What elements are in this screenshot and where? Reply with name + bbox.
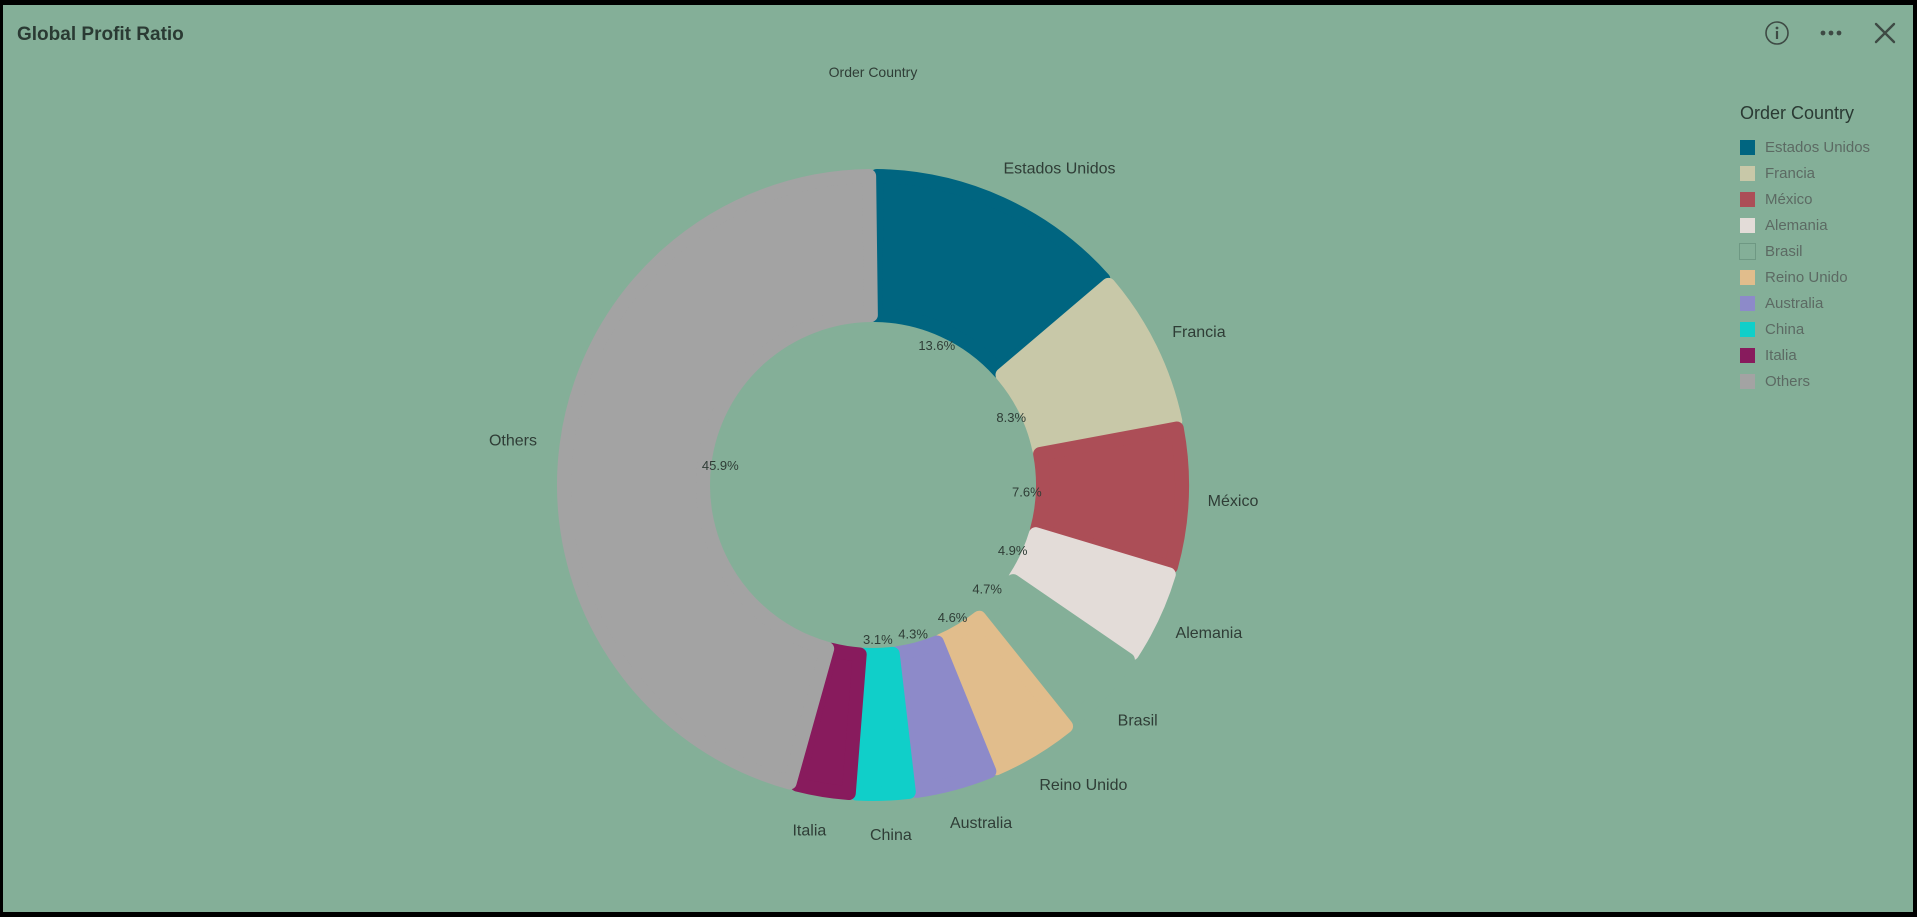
value-label-estados-unidos: 13.6%	[918, 338, 955, 353]
value-label-australia: 4.3%	[898, 627, 928, 642]
close-icon	[1874, 22, 1896, 44]
legend-label: Reino Unido	[1765, 268, 1848, 286]
donut-chart: Order Country Estados Unidos 13.6% Francia…	[489, 64, 1259, 844]
legend-swatch	[1740, 269, 1755, 285]
legend-swatch	[1740, 373, 1755, 389]
legend-label: Australia	[1765, 294, 1824, 312]
slice-label-alemania: Alemania	[1176, 625, 1243, 642]
legend-label: China	[1765, 320, 1805, 338]
slice-label-italia: Italia	[792, 822, 826, 839]
value-label-reino-unido: 4.6%	[938, 610, 968, 625]
legend-item-china[interactable]: China	[1740, 316, 1910, 342]
value-label-brasil: 4.7%	[972, 581, 1002, 596]
legend-swatch	[1740, 347, 1755, 363]
slice-label-brasil: Brasil	[1118, 712, 1158, 729]
slice-mexico[interactable]	[1029, 421, 1189, 574]
legend-item-australia[interactable]: Australia	[1740, 290, 1910, 316]
legend-swatch	[1739, 242, 1756, 260]
slice-others[interactable]	[557, 169, 878, 790]
slice-label-mexico: México	[1208, 493, 1259, 510]
legend-label: Others	[1765, 372, 1811, 390]
legend-item-reino-unido[interactable]: Reino Unido	[1740, 264, 1910, 290]
slice-label-australia: Australia	[950, 815, 1012, 832]
slice-label-francia: Francia	[1172, 324, 1225, 341]
legend-item-italia[interactable]: Italia	[1740, 342, 1910, 368]
legend-item-estados-unidos[interactable]: Estados Unidos	[1740, 134, 1910, 160]
value-label-others: 45.9%	[702, 458, 739, 473]
legend-item-francia[interactable]: Francia	[1740, 160, 1910, 186]
legend-item-alemania[interactable]: Alemania	[1740, 212, 1910, 238]
legend-label: Estados Unidos	[1765, 138, 1871, 156]
close-button[interactable]	[1867, 15, 1903, 51]
more-options-icon	[1820, 30, 1842, 36]
slice-label-estados-unidos: Estados Unidos	[1003, 160, 1115, 177]
slice-estados-unidos[interactable]	[868, 169, 1111, 379]
legend-items: Estados Unidos Francia México Alemania Brasi…	[1739, 134, 1910, 394]
legend-item-mexico[interactable]: México	[1740, 186, 1910, 212]
slice-australia[interactable]	[889, 635, 997, 798]
chart-panel: Global Profit Ratio Order Country Estado…	[3, 5, 1913, 912]
legend-swatch	[1740, 295, 1755, 311]
info-button[interactable]	[1759, 15, 1795, 51]
legend-label: Italia	[1765, 346, 1797, 364]
toolbar	[1759, 15, 1903, 51]
slice-label-reino-unido: Reino Unido	[1039, 777, 1127, 794]
chart-title: Global Profit Ratio	[17, 24, 184, 45]
more-options-button[interactable]	[1813, 15, 1849, 51]
info-icon	[1765, 21, 1789, 45]
slices-group	[557, 169, 1189, 801]
value-label-alemania: 4.9%	[998, 543, 1028, 558]
legend-swatch	[1740, 191, 1755, 207]
legend-label: Francia	[1765, 164, 1816, 182]
value-label-francia: 8.3%	[996, 410, 1026, 425]
chart-subtitle: Order Country	[829, 64, 918, 80]
value-label-china: 3.1%	[863, 632, 893, 647]
legend-swatch	[1740, 217, 1755, 233]
value-label-mexico: 7.6%	[1012, 485, 1042, 500]
legend: Order Country Estados Unidos Francia Méxic…	[1739, 103, 1910, 394]
legend-title: Order Country	[1740, 103, 1855, 123]
legend-label: Alemania	[1765, 216, 1828, 234]
labels-group: Estados Unidos 13.6% Francia 8.3% México 7.6%…	[489, 160, 1259, 844]
legend-label: México	[1765, 190, 1813, 208]
legend-swatch	[1740, 139, 1755, 155]
slice-label-others: Others	[489, 433, 537, 450]
legend-label: Brasil	[1765, 242, 1803, 260]
legend-item-brasil[interactable]: Brasil	[1739, 238, 1910, 264]
legend-swatch	[1740, 165, 1755, 181]
slice-francia[interactable]	[995, 277, 1183, 457]
legend-swatch	[1740, 321, 1755, 337]
legend-item-others[interactable]: Others	[1740, 368, 1910, 394]
slice-label-china: China	[870, 827, 912, 844]
